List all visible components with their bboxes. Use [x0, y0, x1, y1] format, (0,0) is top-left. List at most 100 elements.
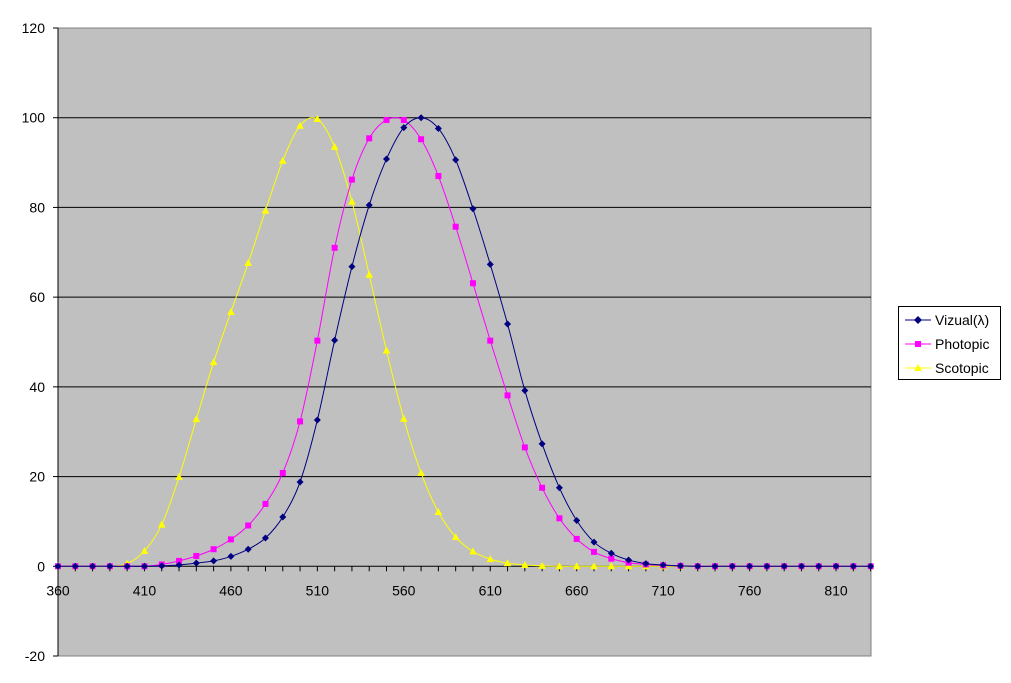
data-point-vizual: [106, 562, 114, 570]
data-point-vizual: [573, 517, 581, 525]
data-point-photopic: [227, 536, 234, 543]
data-point-scotopic: [244, 259, 252, 267]
series-group: [54, 114, 875, 570]
data-point-vizual: [192, 559, 200, 567]
series-vizual: [54, 114, 875, 570]
data-point-scotopic: [451, 533, 460, 541]
data-point-scotopic: [365, 270, 374, 278]
data-point-vizual: [607, 549, 615, 557]
data-point-vizual: [175, 561, 183, 569]
data-point-vizual: [348, 263, 356, 271]
data-point-photopic: [210, 546, 217, 553]
data-point-photopic: [400, 116, 407, 123]
data-point-scotopic: [503, 559, 512, 567]
y-tick-label: 0: [37, 558, 45, 574]
data-point-photopic: [366, 135, 373, 142]
data-point-vizual: [261, 534, 269, 542]
data-point-vizual: [313, 416, 321, 424]
data-point-vizual: [555, 484, 563, 492]
data-point-scotopic: [296, 121, 304, 129]
data-point-scotopic: [382, 346, 391, 354]
data-point-vizual: [486, 260, 494, 268]
data-point-photopic: [176, 557, 183, 564]
data-point-vizual: [469, 205, 477, 213]
data-point-photopic: [348, 176, 355, 183]
data-point-vizual: [676, 562, 684, 570]
data-point-photopic: [279, 469, 286, 476]
data-point-scotopic: [486, 555, 495, 563]
data-point-vizual: [711, 562, 719, 570]
data-point-vizual: [383, 155, 391, 163]
data-point-vizual: [54, 562, 62, 570]
y-tick-label: 20: [29, 469, 45, 485]
data-point-vizual: [538, 440, 546, 448]
legend-label-vizual: Vizual(λ): [935, 312, 990, 328]
data-point-photopic: [573, 535, 580, 542]
y-tick-label: 100: [22, 110, 46, 126]
data-point-photopic: [608, 555, 615, 562]
data-point-photopic: [521, 444, 528, 451]
data-point-photopic: [262, 500, 269, 507]
data-point-vizual: [832, 562, 840, 570]
data-point-vizual: [123, 562, 131, 570]
x-tick-label: 710: [651, 582, 675, 598]
data-point-vizual: [867, 562, 875, 570]
data-point-photopic: [504, 392, 511, 399]
legend-item-vizual: Vizual(λ): [905, 311, 989, 329]
data-point-scotopic: [278, 156, 287, 164]
x-tick-label: 360: [46, 582, 70, 598]
legend-marker-scotopic: [905, 364, 931, 371]
data-point-photopic: [418, 136, 425, 143]
data-point-vizual: [642, 560, 650, 568]
data-point-scotopic: [330, 142, 339, 150]
data-point-photopic: [452, 223, 459, 230]
plot-area: [57, 27, 872, 657]
data-point-vizual: [400, 124, 408, 132]
data-point-scotopic: [400, 414, 408, 422]
data-point-photopic: [487, 337, 494, 344]
legend-item-scotopic: Scotopic: [905, 359, 989, 377]
data-point-vizual: [434, 124, 442, 132]
data-point-scotopic: [140, 547, 149, 555]
data-point-scotopic: [555, 562, 564, 570]
data-point-vizual: [625, 556, 633, 564]
data-point-vizual: [227, 552, 235, 560]
data-point-photopic: [435, 173, 442, 180]
data-point-vizual: [331, 336, 339, 344]
data-point-photopic: [193, 552, 200, 559]
data-point-scotopic: [209, 358, 218, 366]
data-point-photopic: [331, 244, 338, 251]
x-tick-label: 410: [133, 582, 157, 598]
data-point-scotopic: [624, 562, 633, 570]
legend-marker-photopic: [905, 341, 931, 347]
legend-marker-vizual: [905, 316, 931, 324]
data-point-photopic: [245, 522, 252, 529]
data-point-vizual: [244, 545, 252, 553]
data-point-photopic: [590, 548, 597, 555]
data-point-vizual: [452, 156, 460, 164]
data-point-vizual: [815, 562, 823, 570]
data-point-vizual: [797, 562, 805, 570]
data-point-scotopic: [157, 520, 166, 528]
data-point-photopic: [297, 418, 304, 425]
y-tick-labels: -20 0 20 40 60 80 100 120: [22, 20, 46, 664]
y-tick-label: 80: [29, 199, 45, 215]
data-point-scotopic: [227, 307, 235, 315]
data-point-photopic: [539, 484, 546, 491]
data-point-vizual: [279, 513, 287, 521]
data-point-scotopic: [521, 560, 529, 568]
data-point-vizual: [140, 562, 148, 570]
data-point-vizual: [504, 320, 512, 328]
data-point-vizual: [210, 557, 218, 565]
gridlines: [58, 117, 871, 478]
data-point-vizual: [659, 561, 667, 569]
data-point-vizual: [365, 201, 373, 209]
data-point-scotopic: [590, 562, 598, 570]
legend-label-scotopic: Scotopic: [935, 360, 989, 376]
data-point-vizual: [746, 562, 754, 570]
data-point-scotopic: [538, 561, 546, 569]
data-point-vizual: [89, 562, 97, 570]
data-point-photopic: [469, 280, 476, 287]
data-point-scotopic: [572, 562, 581, 570]
